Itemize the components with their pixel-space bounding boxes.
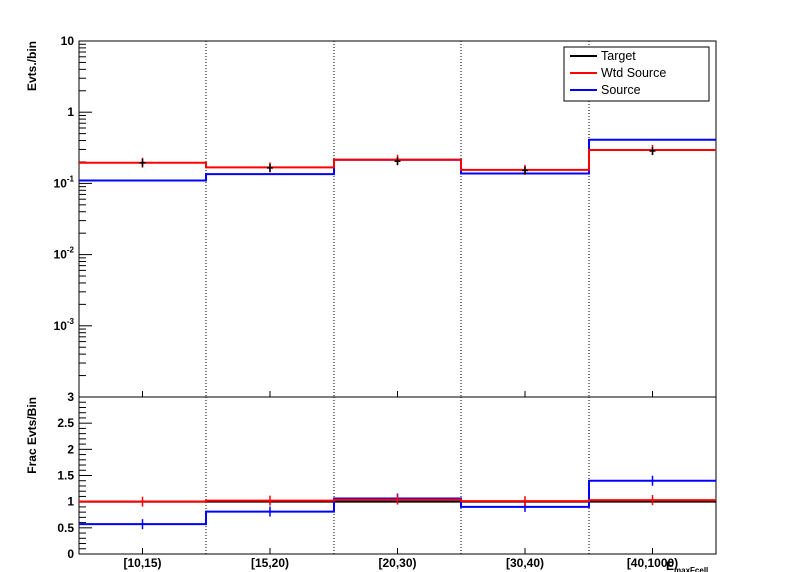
- top-series: [79, 138, 716, 182]
- x-tick-label: [20,30): [378, 556, 416, 570]
- x-axis-title: EmaxFcell: [666, 559, 708, 572]
- x-tick-label: [40,1000): [627, 556, 678, 570]
- y-tick-label: 0: [67, 547, 74, 561]
- legend-label-wtd-source: Wtd Source: [601, 66, 666, 80]
- bottom-panel: 0 0.5 1 1.5 2 2.5 3 [10,15) [15,20) [20,30) [30,4…: [25, 390, 717, 570]
- y-tick-label: 1: [67, 495, 74, 509]
- x-tick-label: [30,40): [506, 556, 544, 570]
- y-tick-label: 0.5: [57, 521, 74, 535]
- x-axis-title-subscript: maxFcell: [674, 566, 708, 572]
- bottom-plot-frame: [78, 396, 717, 555]
- y-tick-label: 10-2: [54, 246, 75, 262]
- x-axis-title-main: E: [666, 559, 674, 572]
- legend: Target Wtd Source Source: [563, 46, 710, 102]
- bottom-y-axis-title: Frac Evts/Bin: [25, 397, 39, 474]
- y-tick-label: 10-1: [54, 174, 75, 190]
- x-axis-tick-labels: [10,15) [15,20) [20,30) [30,40) [40,1000): [123, 556, 678, 570]
- legend-label-source: Source: [601, 83, 641, 97]
- y-tick-label: 3: [67, 390, 74, 404]
- x-tick-label: [15,20): [251, 556, 289, 570]
- bottom-grid: [142, 397, 653, 554]
- y-tick-label: 1: [67, 105, 74, 119]
- y-tick-label: 2: [67, 442, 74, 456]
- legend-label-target: Target: [601, 49, 636, 63]
- bottom-y-axis: 0 0.5 1 1.5 2 2.5 3: [57, 390, 92, 561]
- x-tick-label: [10,15): [123, 556, 161, 570]
- top-y-axis-title: Evts./bin: [25, 41, 39, 91]
- y-tick-label: 2.5: [57, 416, 74, 430]
- y-tick-label: 10: [61, 34, 75, 48]
- y-tick-label: 10-3: [54, 317, 75, 333]
- top-grid: [142, 41, 653, 397]
- y-tick-label: 1.5: [57, 469, 74, 483]
- bottom-series: [79, 475, 716, 530]
